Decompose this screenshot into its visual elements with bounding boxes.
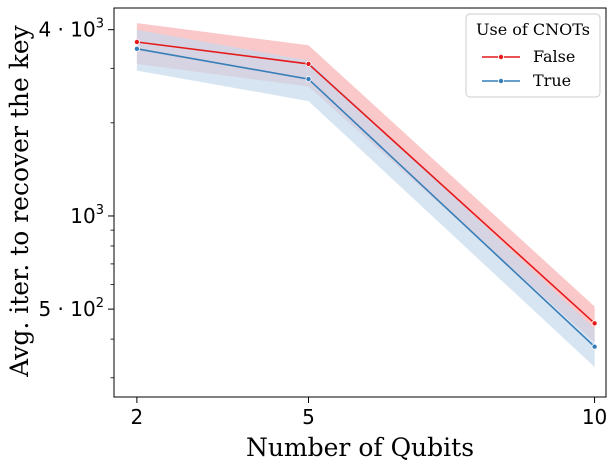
ci-band-true [136,29,595,367]
y-tick-label-1000: 103 [70,203,104,228]
y-tick-label-4000: 4 · 103 [38,17,104,42]
x-tick-label-10: 10 [582,405,607,429]
legend-label-true: True [533,71,571,90]
legend-label-false: False [533,47,575,66]
x-axis-label: Number of Qubits [246,433,474,460]
data-point-false-x10 [591,320,598,327]
data-point-true-x10 [591,343,598,350]
legend-box [465,13,601,98]
legend-title: Use of CNOTs [476,20,590,39]
data-point-false-x5 [305,60,312,67]
data-point-true-x2 [133,45,140,52]
data-point-true-x5 [305,76,312,83]
legend-entries: False True [482,47,575,90]
y-minor-ticks [110,67,114,379]
x-tick-label-5: 5 [302,405,315,429]
y-tick-label-500: 5 · 102 [38,296,104,321]
series-points [133,39,598,350]
x-tick-label-2: 2 [131,405,144,429]
y-axis: 4 · 103 103 5 · 102 [38,17,114,321]
legend-marker-false [497,54,504,61]
y-axis-label: Avg. iter. to recover the key [5,24,34,377]
confidence-bands [136,23,595,367]
legend: Use of CNOTs False True [465,13,601,98]
legend-marker-true [497,78,504,85]
data-point-false-x2 [133,39,140,46]
plot-frame [113,7,607,398]
x-axis: 2 5 10 [131,397,607,429]
